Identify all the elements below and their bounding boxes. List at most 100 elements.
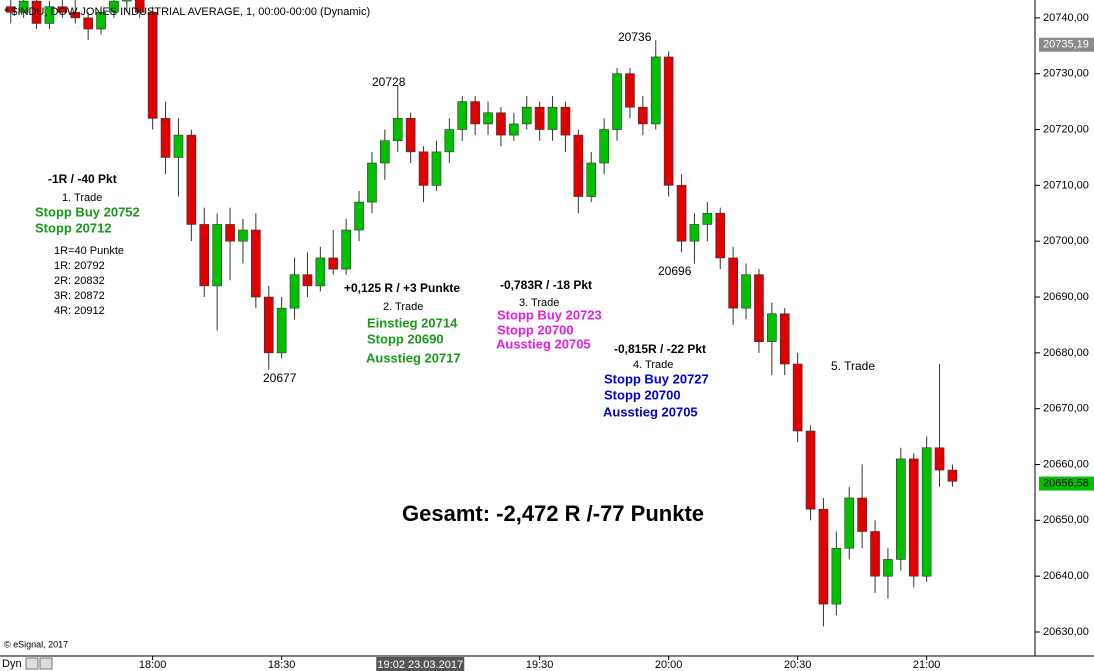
candle-body bbox=[547, 106, 558, 130]
annotation: 3. Trade bbox=[519, 297, 559, 309]
annotation: 20736 bbox=[618, 30, 652, 44]
candle-body bbox=[199, 224, 210, 287]
candle-body bbox=[586, 162, 597, 197]
annotation: 4R: 20912 bbox=[54, 305, 105, 317]
candle-body bbox=[122, 0, 132, 2]
candle-body bbox=[947, 469, 958, 482]
candle-body bbox=[728, 257, 738, 309]
candle-body bbox=[96, 11, 106, 30]
candle-body bbox=[934, 447, 945, 471]
x-tick-label: 18:30 bbox=[268, 659, 296, 671]
candle-body bbox=[521, 106, 532, 125]
candle-body bbox=[663, 56, 674, 186]
price-marker-label: 20656,58 bbox=[1043, 478, 1089, 490]
y-tick-label: 20650,00 bbox=[1043, 514, 1089, 526]
annotation: -0,815R / -22 Pkt bbox=[614, 342, 706, 356]
candle-body bbox=[315, 257, 326, 287]
candle-body bbox=[560, 106, 571, 136]
candle-body bbox=[805, 430, 816, 510]
y-tick-label: 20670,00 bbox=[1043, 403, 1089, 415]
candle-body bbox=[302, 274, 313, 287]
annotation: Stopp 20700 bbox=[497, 322, 574, 337]
candle-body bbox=[534, 106, 545, 130]
annotation: -0,783R / -18 Pkt bbox=[500, 278, 592, 292]
candle-body bbox=[831, 547, 842, 605]
candle-body bbox=[57, 6, 68, 13]
x-tick-label: 19:30 bbox=[526, 659, 554, 671]
candle-body bbox=[173, 134, 184, 158]
annotation: Einstieg 20714 bbox=[367, 315, 458, 330]
annotation: 1R=40 Punkte bbox=[54, 245, 124, 257]
candle-body bbox=[754, 274, 764, 342]
candle-body bbox=[844, 497, 855, 549]
candle-body bbox=[896, 458, 906, 560]
candle-body bbox=[392, 118, 403, 141]
candles bbox=[5, 0, 958, 627]
x-cursor-label: 19:02 23.03.2017 bbox=[377, 659, 463, 671]
x-tick-label: 18:00 bbox=[139, 659, 167, 671]
candle-body bbox=[251, 229, 261, 298]
annotation: 3R: 20872 bbox=[54, 290, 105, 302]
y-tick-label: 20700,00 bbox=[1043, 235, 1089, 247]
candle-body bbox=[70, 11, 81, 19]
candle-body bbox=[263, 296, 274, 354]
candle-body bbox=[689, 224, 700, 242]
candle-body bbox=[276, 307, 287, 354]
candle-body bbox=[109, 0, 119, 13]
candle-body bbox=[289, 274, 300, 309]
y-tick-label: 20710,00 bbox=[1043, 179, 1089, 191]
candle-body bbox=[354, 201, 364, 231]
candle-body bbox=[418, 151, 429, 186]
candle-body bbox=[470, 101, 480, 125]
annotation: 20677 bbox=[263, 371, 297, 385]
candle-body bbox=[380, 140, 390, 164]
candle-body bbox=[779, 313, 790, 365]
annotation: Ausstieg 20705 bbox=[603, 404, 698, 419]
x-tick-label: 21:00 bbox=[913, 659, 941, 671]
candle-body bbox=[638, 106, 648, 125]
annotation: Stopp 20712 bbox=[35, 220, 112, 235]
annotation: 1R: 20792 bbox=[54, 260, 105, 272]
y-tick-label: 20720,00 bbox=[1043, 123, 1089, 135]
y-tick-label: 20630,00 bbox=[1043, 626, 1089, 638]
icon[interactable] bbox=[39, 657, 53, 670]
annotation: 20696 bbox=[658, 264, 692, 278]
x-tick-label: 20:00 bbox=[655, 659, 683, 671]
candle-body bbox=[792, 363, 803, 432]
icon[interactable] bbox=[25, 657, 39, 670]
annotation: 20728 bbox=[372, 75, 406, 89]
candle-body bbox=[818, 508, 829, 605]
x-tick-label: 20:30 bbox=[784, 659, 812, 671]
y-tick-label: 20730,00 bbox=[1043, 68, 1089, 80]
candle-body bbox=[857, 497, 867, 532]
annotation: Stopp Buy 20752 bbox=[35, 204, 140, 219]
candle-body bbox=[5, 6, 16, 13]
candle-body bbox=[483, 112, 493, 125]
annotation: Ausstieg 20717 bbox=[366, 350, 461, 365]
annotation: +0,125 R / +3 Punkte bbox=[344, 281, 460, 295]
candle-body bbox=[573, 134, 584, 197]
candle-body bbox=[83, 17, 93, 30]
candle-body bbox=[341, 229, 351, 270]
annotation: 1. Trade bbox=[62, 192, 102, 204]
candle-body bbox=[496, 112, 506, 136]
candle-body bbox=[870, 531, 880, 577]
candle-body bbox=[612, 73, 622, 130]
candle-body bbox=[18, 0, 29, 13]
candle-body bbox=[186, 134, 197, 225]
price-marker bbox=[1039, 37, 1094, 52]
y-tick-label: 20680,00 bbox=[1043, 347, 1089, 359]
price-marker-label: 20735,19 bbox=[1043, 39, 1089, 51]
candle-body bbox=[31, 0, 42, 24]
candle-body bbox=[715, 212, 726, 259]
chart-title: * $INDU, DOW JONES INDUSTRIAL AVERAGE, 1… bbox=[4, 6, 370, 18]
candle-body bbox=[238, 229, 248, 242]
mode-label: Dyn bbox=[2, 658, 22, 670]
candle-body bbox=[883, 559, 893, 577]
candle-body bbox=[650, 56, 661, 125]
annotation: -1R / -40 Pkt bbox=[48, 172, 117, 186]
candle-body bbox=[225, 224, 235, 242]
candle-body bbox=[367, 162, 377, 203]
candle-body bbox=[44, 6, 55, 24]
